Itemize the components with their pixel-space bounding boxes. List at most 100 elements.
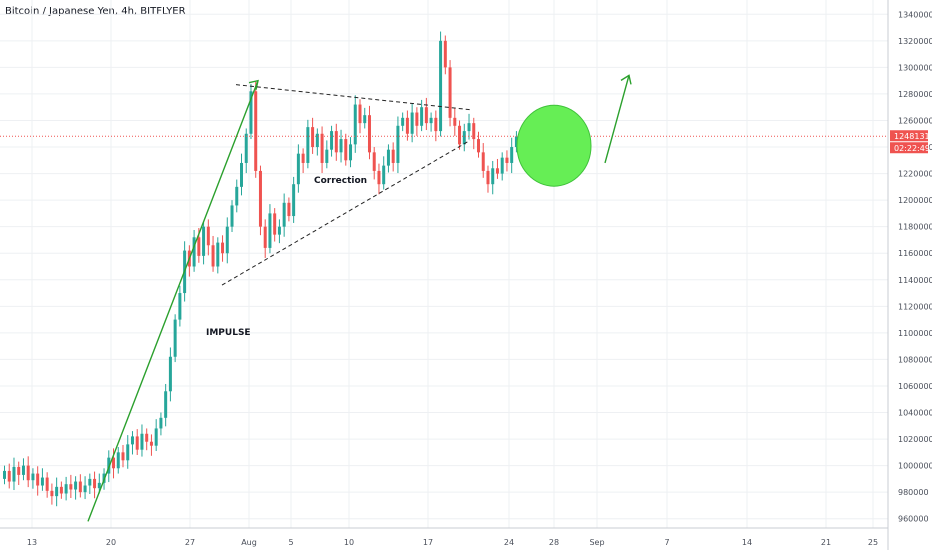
candle-body: [410, 112, 414, 134]
candle-body: [50, 490, 54, 497]
candle-body: [74, 481, 78, 490]
candle-body: [500, 157, 504, 174]
candle-body: [149, 441, 153, 446]
candle-body: [45, 477, 49, 491]
candle-body: [306, 127, 310, 163]
y-tick-label: 1260000: [898, 116, 932, 125]
candle-body: [462, 131, 466, 145]
chart-title: Bitcoin / Japanese Yen, 4h, BITFLYER: [5, 6, 186, 17]
candle-body: [26, 465, 30, 481]
candle-body: [173, 319, 177, 357]
candle-body: [178, 293, 182, 320]
y-tick-label: 1000000: [898, 462, 932, 471]
x-tick-label: 20: [106, 538, 116, 547]
y-tick-label: 1300000: [898, 63, 932, 72]
candle-body: [55, 486, 59, 497]
candle-body: [349, 144, 353, 161]
x-tick-label: 13: [27, 538, 37, 547]
x-tick-label: 7: [664, 538, 669, 547]
candle-body: [372, 152, 376, 171]
candle-body: [216, 242, 220, 267]
y-tick-label: 1180000: [898, 223, 932, 232]
x-tick-label: 5: [288, 538, 293, 547]
candle-body: [467, 123, 471, 132]
candle-body: [112, 457, 116, 469]
candle-body: [83, 485, 87, 493]
y-tick-label: 1200000: [898, 196, 932, 205]
y-tick-label: 1320000: [898, 37, 932, 46]
candle-body: [434, 117, 438, 132]
candle-body: [154, 428, 158, 446]
candle-body: [424, 107, 428, 124]
price-tags: 1248131 02:22:49: [890, 130, 930, 154]
candle-body: [230, 205, 234, 227]
x-tick-label: 21: [821, 538, 831, 547]
candle-body: [344, 139, 348, 161]
candle-body: [273, 213, 277, 235]
candle-body: [486, 170, 490, 185]
candle-body: [330, 131, 334, 150]
y-axis: 960000 980000 1000000 1020000 1040000 1060000…: [887, 0, 932, 550]
candle-body: [40, 477, 44, 486]
y-tick-label: 1040000: [898, 409, 932, 418]
candle-body: [197, 237, 201, 256]
y-tick-label: 1080000: [898, 355, 932, 364]
x-tick-label: Sep: [589, 538, 604, 547]
candle-body: [268, 213, 272, 248]
x-tick-label: 10: [344, 538, 354, 547]
x-tick-label: 25: [868, 538, 878, 547]
candle-body: [401, 117, 405, 126]
candle-body: [168, 356, 172, 392]
candle-body: [69, 484, 73, 490]
candle-body: [211, 245, 215, 267]
last-price-tag-bg: [890, 130, 928, 142]
x-tick-label: 24: [504, 538, 514, 547]
candle-body: [21, 465, 25, 475]
candle-body: [415, 112, 419, 126]
candle-body: [292, 184, 296, 217]
candle-body: [443, 40, 447, 68]
x-tick-label: Aug: [241, 538, 257, 547]
candle-body: [439, 40, 443, 132]
y-tick-label: 1020000: [898, 435, 932, 444]
candle-body: [353, 104, 357, 145]
candle-body: [254, 91, 258, 171]
candle-body: [429, 117, 433, 124]
candle-body: [192, 237, 196, 267]
x-tick-label: 17: [423, 538, 433, 547]
candle-body: [339, 139, 343, 153]
x-tick-label: 28: [549, 538, 559, 547]
candle-body: [17, 466, 21, 475]
candle-body: [363, 115, 367, 124]
candle-body: [235, 186, 239, 206]
upper-trendline: [235, 84, 473, 111]
x-axis: 13 20 27 Aug 5 10 17 24 28 Sep 7 14 21 25: [0, 527, 888, 547]
up-arrow-head: [620, 74, 632, 85]
candle-body: [405, 117, 409, 134]
candle-body: [391, 149, 395, 163]
candle-body: [296, 153, 300, 185]
candle-body: [126, 444, 130, 461]
candle-body: [510, 147, 514, 163]
x-tick-label: 14: [742, 538, 752, 547]
y-tick-label: 960000: [898, 515, 929, 524]
y-tick-label: 980000: [898, 488, 929, 497]
candle-body: [420, 107, 424, 126]
candle-body: [386, 149, 390, 166]
y-tick-label: 1060000: [898, 382, 932, 391]
candle-body: [453, 117, 457, 126]
impulse-arrow-line: [87, 80, 259, 522]
candle-body: [477, 139, 480, 153]
candle-body: [225, 226, 229, 254]
candle-body: [514, 136, 518, 148]
y-tick-label: 1340000: [898, 10, 932, 19]
candle-body: [159, 417, 163, 429]
candle-body: [93, 478, 97, 489]
candle-body: [240, 162, 243, 187]
impulse-arrow-head: [248, 79, 259, 90]
candle-body: [282, 202, 286, 227]
candle-body: [244, 133, 248, 163]
candle-body: [202, 226, 206, 256]
target-ellipse: [516, 104, 592, 187]
